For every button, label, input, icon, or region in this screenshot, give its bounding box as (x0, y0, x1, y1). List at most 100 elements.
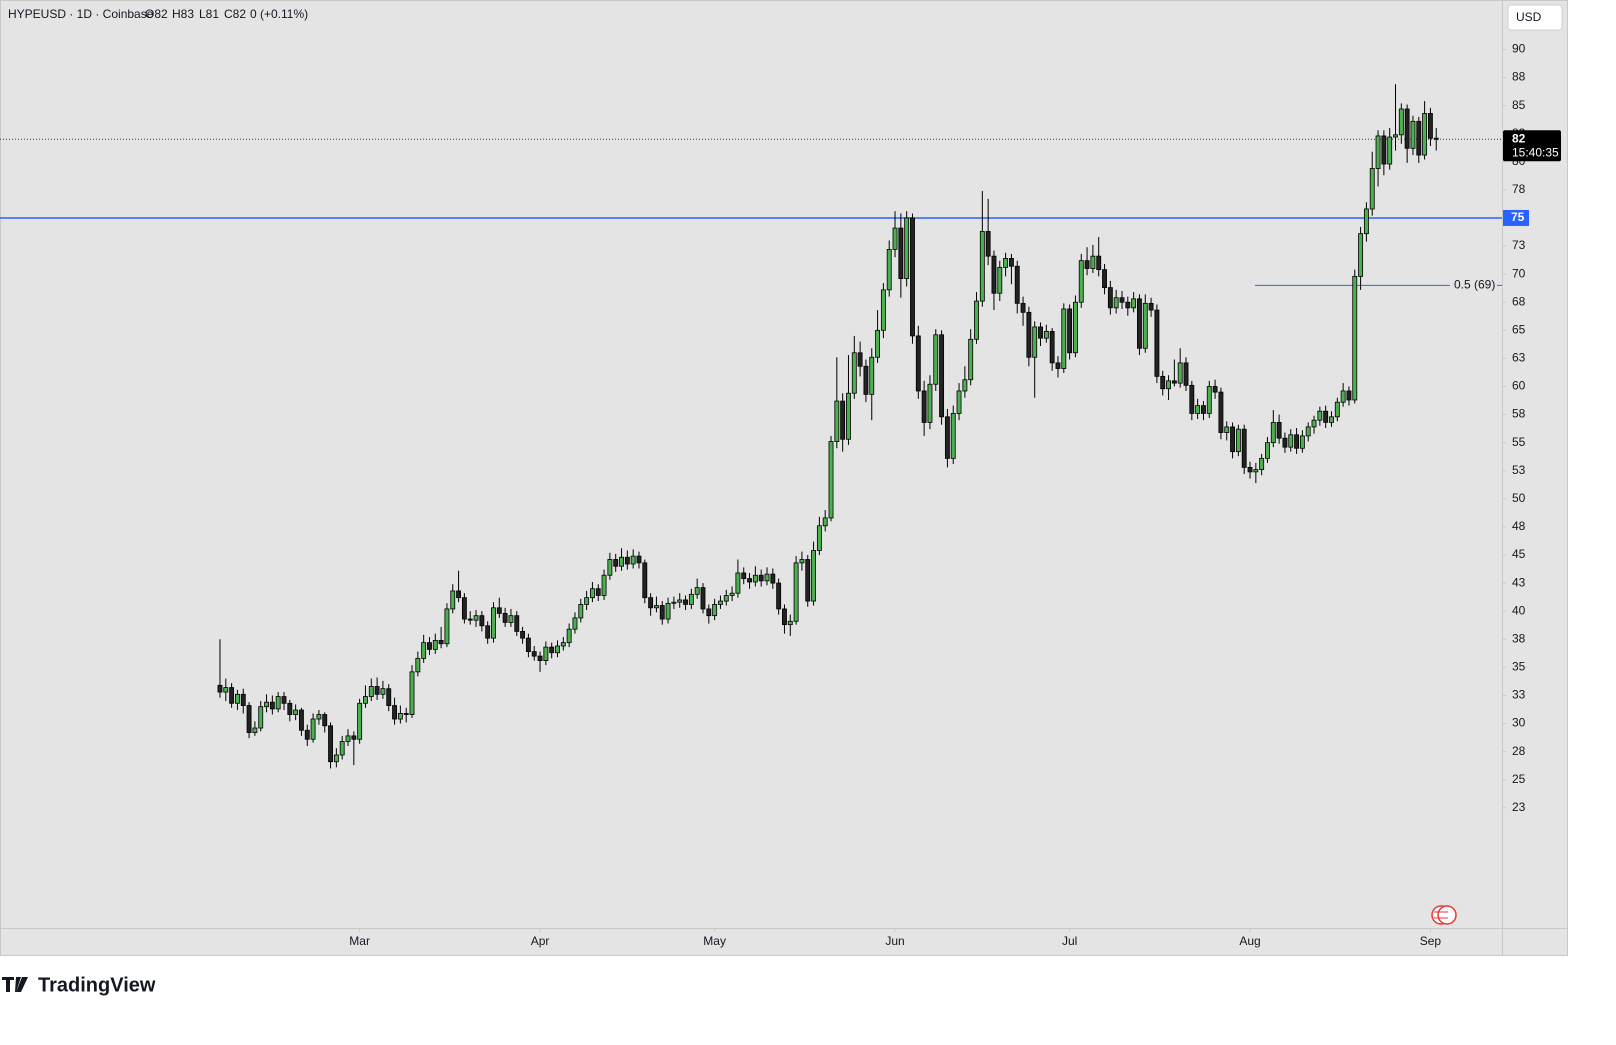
candle-body (351, 735, 357, 740)
y-tick-label: 88 (1512, 70, 1526, 84)
candle-body (770, 573, 776, 584)
y-tick-label: 90 (1512, 42, 1526, 56)
candle (456, 570, 462, 603)
candle (700, 583, 706, 614)
candle (1247, 461, 1253, 479)
candle (1148, 297, 1154, 317)
candle-body (485, 625, 491, 639)
candle (345, 729, 351, 746)
candle-body (1375, 135, 1381, 169)
candle-body (898, 227, 904, 280)
candle (589, 581, 595, 603)
candle (787, 614, 793, 636)
candle-body (601, 574, 607, 596)
candle (688, 588, 694, 609)
candle-body (1398, 108, 1404, 136)
candle (776, 578, 782, 615)
candle-body (624, 556, 630, 565)
candle-body (345, 735, 351, 742)
x-tick-label: May (703, 934, 726, 948)
candle (898, 213, 904, 298)
candle (1201, 401, 1206, 421)
candle (915, 325, 921, 399)
y-tick-label: 38 (1512, 631, 1526, 645)
candle-body (240, 693, 246, 706)
candle-body (869, 356, 875, 395)
candle-body (886, 249, 892, 291)
candle (1171, 359, 1177, 387)
candle-body (1433, 137, 1439, 140)
candle (1189, 380, 1195, 421)
candle-body (1416, 120, 1422, 156)
candle-body (619, 556, 624, 567)
candle-body (357, 702, 363, 740)
candle (368, 678, 374, 702)
last-price-badge (1503, 130, 1561, 162)
candle-body (1038, 326, 1043, 339)
candle (450, 584, 456, 614)
candle-body (683, 599, 688, 605)
candle-body (1090, 255, 1096, 269)
candle-body (461, 597, 467, 620)
candle (1369, 151, 1375, 216)
y-tick-label: 48 (1512, 519, 1526, 533)
y-tick-label: 63 (1512, 351, 1526, 365)
candle (1259, 453, 1265, 476)
candle (758, 569, 764, 587)
candle-body (1078, 260, 1084, 303)
candle-body (432, 639, 438, 650)
candle (607, 552, 613, 580)
candle (863, 359, 869, 403)
candle-body (578, 604, 584, 619)
candle-body (700, 587, 706, 610)
candle (1061, 303, 1067, 373)
candle-body (718, 600, 723, 605)
y-tick-label: 70 (1512, 266, 1526, 280)
candle-body (1340, 390, 1346, 403)
candle (1416, 116, 1422, 163)
y-tick-label: 30 (1512, 716, 1526, 730)
candle (479, 611, 485, 632)
candle (1427, 107, 1433, 147)
candle (1235, 424, 1241, 457)
candle-body (1113, 297, 1119, 309)
candle-body (1276, 422, 1282, 439)
y-tick-label: 33 (1512, 688, 1526, 702)
candle (357, 698, 363, 744)
candle (1265, 437, 1270, 463)
candle-body (741, 572, 747, 579)
countdown-label: 15:40:35 (1512, 145, 1559, 159)
currency-button[interactable] (1507, 4, 1563, 31)
candle (310, 713, 316, 743)
candle (1334, 397, 1340, 422)
candle (1323, 405, 1329, 429)
candle-body (1072, 301, 1078, 354)
candle (997, 260, 1003, 302)
candle (397, 705, 403, 724)
candle-body (1299, 435, 1305, 449)
candle-body (747, 578, 752, 583)
candle-body (782, 608, 787, 626)
candle-body (962, 379, 968, 392)
candle-body (450, 590, 456, 610)
candle (851, 335, 857, 399)
candle-body (1166, 380, 1171, 390)
candle (822, 510, 828, 532)
candle-body (427, 642, 432, 650)
candle (636, 551, 642, 569)
candle (1084, 247, 1090, 276)
candle-body (729, 592, 735, 596)
candle-body (1363, 208, 1369, 235)
candle (764, 567, 770, 586)
candle-body (1270, 422, 1276, 444)
candle (1154, 304, 1160, 384)
candle (1067, 304, 1073, 360)
candle (880, 283, 886, 339)
candle (1195, 398, 1201, 420)
candle (1387, 128, 1393, 170)
candle (706, 604, 712, 624)
candle (1340, 383, 1346, 407)
candle-body (595, 588, 601, 596)
candle-body (258, 706, 264, 729)
